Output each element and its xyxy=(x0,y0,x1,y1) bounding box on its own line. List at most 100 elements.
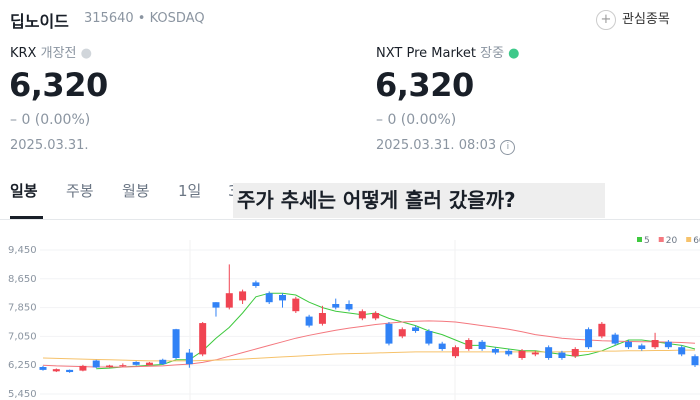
stock-name: 딥노이드 xyxy=(10,12,69,31)
candle-body xyxy=(66,369,74,373)
divider xyxy=(0,219,700,220)
nxt-label: NXT Pre Market xyxy=(376,46,476,61)
candle-body xyxy=(558,352,566,358)
candle-body xyxy=(385,323,393,344)
y-tick-label: 8,650 xyxy=(8,274,37,285)
krx-label-row: KRX 개장전 ● xyxy=(10,42,92,61)
candle-body xyxy=(678,347,686,355)
candle-body xyxy=(132,361,140,365)
candle-body xyxy=(318,313,326,324)
candle-body xyxy=(571,349,579,357)
tab[interactable]: 1일 xyxy=(178,182,202,200)
candle-body xyxy=(412,327,420,331)
legend-label: 5 xyxy=(644,236,650,246)
candle-body xyxy=(239,291,247,301)
candle-body xyxy=(478,341,486,349)
candle-body xyxy=(438,343,446,349)
nxt-status: 장중 xyxy=(480,46,505,61)
y-tick-label: 7,050 xyxy=(8,331,37,342)
tab-underline xyxy=(10,216,43,219)
status-dot: ● xyxy=(508,46,520,61)
candle-body xyxy=(691,356,699,366)
nxt-label-row: NXT Pre Market 장중 ● xyxy=(376,42,520,61)
nxt-date-row: 2025.03.31. 08:03 i xyxy=(376,138,516,155)
ma-line xyxy=(42,349,695,362)
watchlist-label: 관심종목 xyxy=(622,12,670,27)
candle-body xyxy=(638,345,646,349)
candle-body xyxy=(252,282,260,286)
candle-body xyxy=(345,304,353,310)
candle-body xyxy=(106,365,114,367)
krx-status: 개장전 xyxy=(40,46,77,61)
y-tick-label: 5,450 xyxy=(8,389,37,400)
candle-body xyxy=(358,311,366,319)
y-tick-label: 7,850 xyxy=(8,303,37,314)
nxt-date: 2025.03.31. xyxy=(376,138,455,153)
y-tick-label: 9,450 xyxy=(8,245,37,256)
legend-label: 20 xyxy=(666,236,678,246)
candle-body xyxy=(372,313,380,319)
candle-body xyxy=(52,369,60,372)
candle-body xyxy=(398,329,406,337)
nxt-price: 6,320 xyxy=(375,66,474,104)
candle-body xyxy=(292,298,300,312)
y-tick-label: 6,250 xyxy=(8,360,37,371)
nxt-change: 0 (0.00%) xyxy=(387,112,457,128)
legend-label: 60 xyxy=(693,236,700,246)
candle-body xyxy=(39,367,47,370)
candle-body xyxy=(185,352,193,365)
plus-icon: + xyxy=(596,10,616,30)
watchlist-button[interactable]: + 관심종목 xyxy=(596,8,670,30)
candle-body xyxy=(531,352,539,355)
nxt-change-row: – 0 (0.00%) xyxy=(376,112,457,128)
candle-body xyxy=(92,360,100,368)
candle-body xyxy=(79,365,87,371)
candle-body xyxy=(172,329,180,358)
candle-body xyxy=(505,350,513,355)
nxt-time: 08:03 xyxy=(458,138,497,153)
candle-body xyxy=(518,350,526,358)
candle-body xyxy=(265,293,273,303)
caption: 주가 추세는 어떻게 흘러 갔을까? xyxy=(233,183,605,218)
candle-body xyxy=(545,347,553,358)
candle-body xyxy=(145,362,153,366)
krx-date: 2025.03.31. xyxy=(10,138,89,153)
candle-body xyxy=(119,365,127,367)
krx-change: 0 (0.00%) xyxy=(21,112,91,128)
candle-body xyxy=(425,331,433,344)
candle-body xyxy=(212,302,220,308)
candle-body xyxy=(611,334,619,344)
candle-body xyxy=(305,316,313,326)
market: KOSDAQ xyxy=(149,11,205,26)
tab[interactable]: 월봉 xyxy=(122,182,150,200)
candle-body xyxy=(465,340,473,349)
legend-swatch xyxy=(658,237,664,242)
candle-body xyxy=(598,323,606,337)
chart: 5,450 6,250 7,050 7,850 8,650 9,450 5 20 60 xyxy=(8,236,700,400)
candle-body xyxy=(451,347,459,357)
candle-body xyxy=(651,340,659,348)
tab[interactable]: 일봉 xyxy=(10,182,38,200)
candle-body xyxy=(159,359,167,365)
legend-swatch xyxy=(686,237,692,242)
candle-body xyxy=(225,293,233,308)
candle-body xyxy=(332,304,340,308)
ma-line xyxy=(42,320,696,368)
legend-swatch xyxy=(637,237,642,242)
krx-change-row: – 0 (0.00%) xyxy=(10,112,91,128)
info-icon[interactable]: i xyxy=(500,140,516,155)
tab[interactable]: 주봉 xyxy=(66,182,94,200)
candle-body xyxy=(491,349,499,353)
candle-body xyxy=(279,295,287,301)
code: 315640 xyxy=(84,11,134,26)
status-dot: ● xyxy=(80,46,92,61)
stock-code: 315640 • KOSDAQ xyxy=(84,11,205,26)
candle-body xyxy=(585,329,593,348)
ma-line xyxy=(96,292,696,370)
candle-body xyxy=(199,323,207,355)
krx-price: 6,320 xyxy=(9,66,108,104)
krx-label: KRX xyxy=(10,46,37,61)
candle-body xyxy=(624,341,632,348)
candle-body xyxy=(664,341,672,348)
